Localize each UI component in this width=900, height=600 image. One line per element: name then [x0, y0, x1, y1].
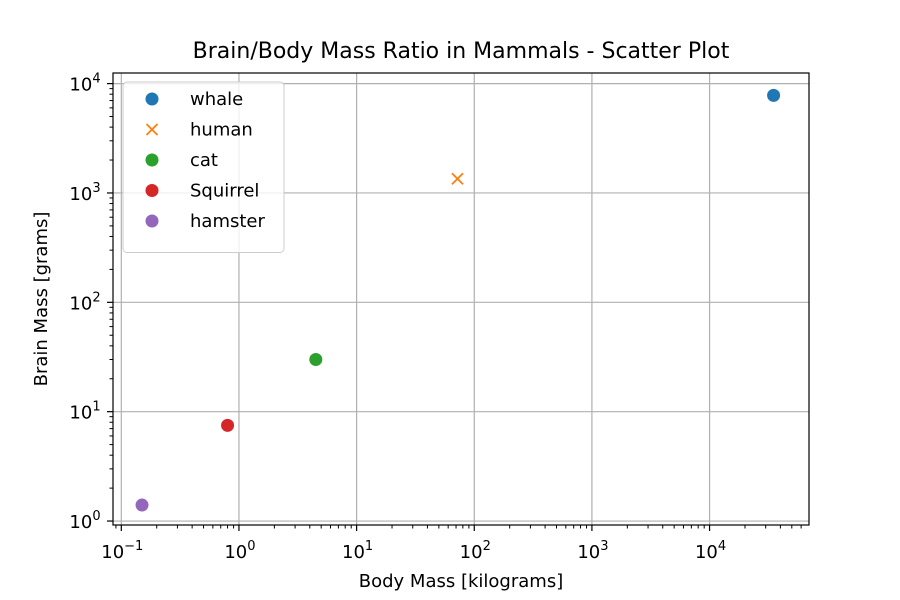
legend-label-cat: cat — [190, 150, 218, 171]
legend-box — [122, 81, 285, 253]
legend-label-whale: whale — [190, 89, 243, 110]
y-tick-label: 104 — [69, 72, 100, 96]
legend-marker-cat — [145, 153, 159, 167]
squirrel-point — [221, 418, 235, 432]
cat-point — [309, 353, 323, 367]
legend: whale human cat Squirrel hamster — [122, 81, 285, 253]
legend-label-hamster: hamster — [190, 211, 265, 232]
y-tick-label: 100 — [69, 509, 100, 533]
legend-marker-squirrel — [145, 184, 159, 197]
x-tick-label: 100 — [224, 539, 255, 563]
legend-label-squirrel: Squirrel — [190, 181, 259, 202]
x-tick-label: 102 — [460, 539, 491, 563]
hamster-point — [135, 498, 149, 512]
human-point — [451, 172, 464, 185]
legend-marker-human — [145, 123, 159, 136]
x-axis-label: Body Mass [kilograms] — [359, 571, 563, 592]
y-tick-label: 102 — [69, 290, 100, 314]
y-axis-label: Brain Mass [grams] — [31, 212, 52, 387]
x-tick-label: 101 — [342, 539, 373, 563]
chart-title: Brain/Body Mass Ratio in Mammals - Scatt… — [193, 39, 730, 64]
data-points — [135, 88, 781, 512]
y-tick-label: 101 — [69, 400, 100, 424]
x-tick-label: 10−1 — [101, 539, 143, 563]
legend-label-human: human — [190, 120, 253, 141]
legend-marker-hamster — [145, 214, 159, 228]
legend-marker-whale — [145, 92, 159, 106]
x-tick-label: 104 — [695, 539, 726, 563]
x-tick-label: 103 — [577, 539, 608, 563]
whale-point — [767, 88, 781, 102]
plot-frame — [112, 72, 810, 526]
y-tick-label: 103 — [69, 181, 100, 205]
